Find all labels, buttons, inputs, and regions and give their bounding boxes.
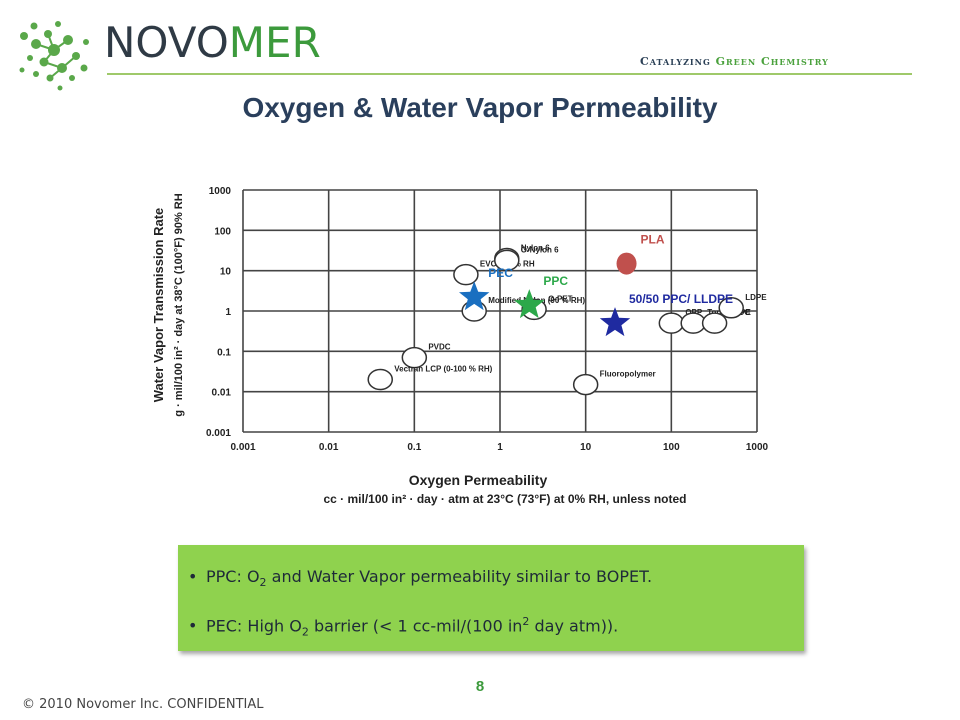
chart-ticks: 0.001 0.01 0.1 1 10 100 1000 1000 100 10 1 0.1 0.01 0… [206,186,769,453]
brand-wordmark: NOVOMER [104,22,321,64]
x-tick-label: 1 [497,442,503,453]
material-marker [718,297,744,319]
y-tick-label: 1 [225,307,231,318]
highlight-label: 50/50 PPC/ LLDPE [629,292,733,306]
brand-part1: NOVO [104,18,229,67]
highlight-label: PPC [543,274,568,288]
material-label: LDPE [745,293,767,302]
y-tick-label: 0.01 [212,388,232,399]
material-label: Fluoropolymer [600,370,656,379]
material-marker [494,249,520,272]
page-number: 8 [475,678,485,695]
material-marker [453,263,479,286]
material-marker [367,368,393,391]
highlight-label: PLA [641,233,665,247]
material-marker [658,312,685,334]
material-marker [680,312,706,334]
material-label: O-PET [548,294,573,303]
x-tick-label: 0.01 [319,442,339,453]
material-marker [401,346,428,369]
header-divider [107,73,912,75]
x-axis-sublabel: cc · mil/100 in² · day · atm at 23°C (73… [323,492,686,506]
note-ppc: • PPC: O2 and Water Vapor permeability si… [188,567,653,590]
material-label: O-Nylon 6 [521,245,559,254]
y-tick-label: 100 [214,226,231,237]
y-tick-label: 10 [220,267,232,278]
summary-box: • PPC: O2 and Water Vapor permeability si… [178,545,804,651]
chart-grid [242,189,758,433]
highlight-circle [616,252,637,275]
highlight-star [514,289,545,319]
material-label: Nylon 6 [521,244,550,253]
x-tick-label: 0.1 [407,442,421,453]
tagline-part1: Catalyzing [640,55,716,68]
x-tick-label: 100 [663,442,680,453]
highlight-star [599,307,631,337]
material-marker [572,373,599,396]
brand-part2: MER [228,18,321,67]
material-label: PVDC [428,343,450,352]
x-tick-label: 10 [580,442,592,453]
copyright-text: © 2010 Novomer Inc. CONFIDENTIAL [22,697,264,712]
y-tick-label: 1000 [209,186,232,197]
y-axis-sublabel: g · mil/100 in² · day at 38°C (100°F) 90… [173,193,185,416]
molecule-network-icon [19,21,89,91]
tagline-part2: Green Chemistry [715,55,829,68]
highlight-star [459,281,490,311]
material-marker [701,312,728,334]
material-marker [461,300,487,322]
highlight-markers: PEC PPC PLA 50/50 PPC/ LLDPE [459,233,733,337]
material-label: Vectran LCP (0-100 % RH) [394,365,492,374]
y-tick-label: 0.001 [206,428,231,439]
note-pec: • PEC: High O2 barrier (< 1 cc-mil/(100 i… [188,615,619,639]
highlight-label: PEC [488,266,513,280]
y-axis-label: Water Vapor Transmission Rate [151,208,166,403]
y-tick-label: 0.1 [217,347,231,358]
x-axis-label: Oxygen Permeability [409,472,548,488]
x-tick-label: 0.001 [230,442,255,453]
x-tick-label: 1000 [746,442,769,453]
tagline: Catalyzing Green Chemistry [640,55,829,68]
slide-title: Oxygen & Water Vapor Permeability [242,92,718,123]
